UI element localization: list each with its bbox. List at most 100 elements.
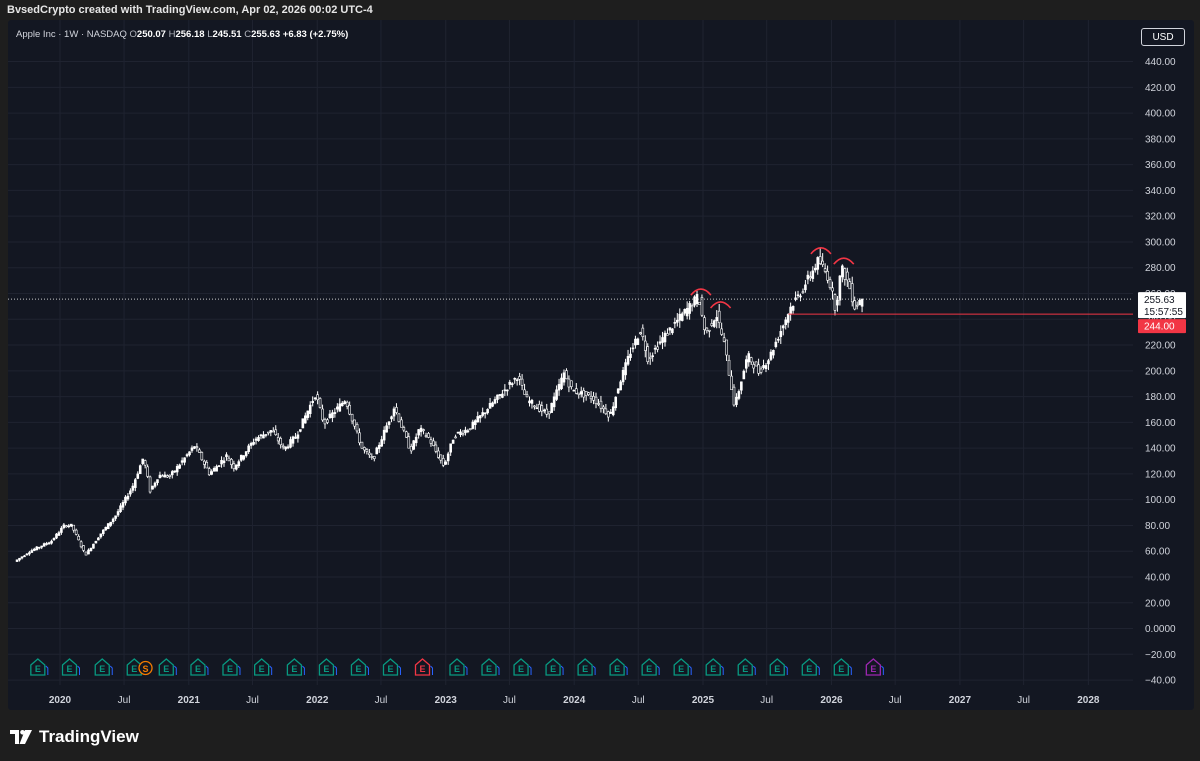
event-marker-earnings: E [545,658,564,676]
price-chart[interactable]: 440.00 420.00 400.00 380.00 360.00 340.00 320.… [8,20,1194,710]
event-marker-earnings: E [737,658,756,676]
candle-body [365,449,369,452]
candle-body [621,369,625,383]
marker-shadow [720,665,724,675]
support-price-label: 244.00 [1138,319,1186,334]
currency-button[interactable]: USD [1141,28,1185,46]
price-tick-label: 40.00 [1145,572,1170,583]
candle-body [754,361,758,367]
candle-body [439,454,443,461]
candle-body [678,313,682,321]
candle-body [533,405,536,408]
candle-body [809,276,812,278]
candle-body [589,395,593,400]
candle-body [446,453,450,462]
candle-body [185,454,189,457]
symbol-label[interactable]: Apple Inc · 1W · NASDAQ [16,29,127,40]
candle-body [178,464,181,469]
candle-body [671,328,674,334]
candle-body [498,394,502,396]
candle-body [129,490,132,495]
candle-body [496,394,499,400]
candle-body [28,552,31,555]
candle-body [390,416,393,420]
event-marker-label: E [131,664,137,674]
marker-shadow [173,665,177,675]
candle-body [742,370,746,380]
chart-area[interactable]: 440.00 420.00 400.00 380.00 360.00 340.00 320.… [8,20,1194,710]
candle-body [15,559,19,562]
candle-body [575,388,578,394]
candle-body [55,533,58,539]
event-marker-label: E [355,664,361,674]
candle-body [161,475,164,478]
candle-body [136,473,140,479]
candle-body [323,419,327,425]
candle-body [631,347,635,350]
event-marker-label: E [163,664,169,674]
candle-body [700,297,704,316]
candle-body [79,541,83,548]
event-marker-label: E [35,664,41,674]
event-marker-label: E [419,664,425,674]
candle-body [550,402,553,413]
candle-body [97,537,100,541]
price-tick-label: 420.00 [1145,83,1176,94]
candle-body [570,380,573,387]
candle-body [84,551,88,556]
candle-body [286,446,290,449]
candle-body [520,378,524,386]
event-marker-earnings: E [769,658,788,676]
candle-body [215,466,218,472]
time-axis: 2020 Jul 2021 Jul 2022 Jul 2023 Jul 2024 Jul 2025 J… [49,695,1100,706]
candle-body [190,447,194,451]
event-marker-earnings: E [222,658,241,676]
price-tick-label: 0.0000 [1145,624,1176,635]
marker-shadow [560,665,564,675]
candle-body [422,429,425,431]
candle-body [757,364,760,374]
candle-body [321,408,324,421]
candle-body [510,383,514,385]
time-tick-label: 2028 [1077,695,1100,706]
candle-body [200,452,204,461]
candle-body [237,461,241,467]
tradingview-logo[interactable]: TradingView [10,727,139,747]
candle-body [82,545,85,551]
candle-body [296,434,300,439]
candle-body [333,412,337,414]
tradingview-logo-icon [10,730,32,744]
marker-shadow [816,665,820,675]
candle-body [37,546,41,549]
candle-body [242,455,246,460]
candle-body [284,446,287,450]
candle-body [769,351,773,360]
chart-attribution: BvsedCrypto created with TradingView.com… [0,0,1200,20]
candle-body [281,445,285,448]
candle-body [259,434,263,437]
candle-body [831,287,834,292]
earnings-marker-shape [481,658,497,676]
marker-shadow [398,665,401,675]
event-marker-earnings: E [449,658,468,676]
event-marker-earnings: E [833,658,852,676]
candle-body [473,420,477,426]
time-tick-label: Jul [375,695,388,706]
pattern-arc [833,257,855,265]
candle-body [432,440,435,446]
event-marker-label: E [710,664,716,674]
candle-body [134,479,137,488]
price-tick-label: 400.00 [1145,109,1176,120]
candle-body [205,462,209,469]
candle-body [249,443,253,446]
candle-body [648,356,652,359]
candle-body [424,435,428,437]
candle-body [821,260,824,265]
candle-body [50,540,53,544]
candle-body [316,394,319,401]
candle-body [577,392,581,395]
candle-body [730,375,733,390]
candle-body [114,515,117,519]
candle-body [666,333,669,336]
